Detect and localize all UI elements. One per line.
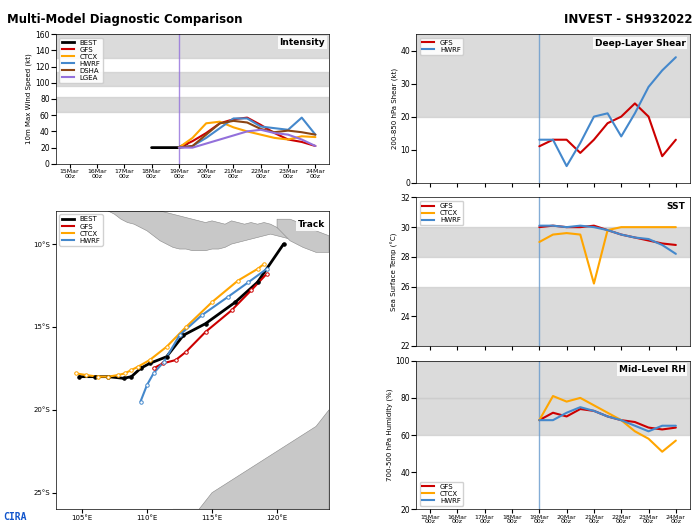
Legend: GFS, CTCX, HWRF: GFS, CTCX, HWRF	[420, 201, 463, 225]
Polygon shape	[173, 410, 329, 509]
Bar	[56, 72, 329, 86]
Text: Deep-Layer Shear: Deep-Layer Shear	[594, 38, 685, 48]
Text: Intensity: Intensity	[279, 38, 325, 47]
Bar	[56, 97, 329, 112]
Text: Multi-Model Diagnostic Comparison: Multi-Model Diagnostic Comparison	[7, 13, 242, 26]
Bar	[416, 361, 690, 398]
Text: Mid-Level RH: Mid-Level RH	[619, 365, 685, 374]
Text: SST: SST	[666, 202, 685, 211]
Legend: BEST, GFS, CTCX, HWRF: BEST, GFS, CTCX, HWRF	[60, 214, 103, 246]
Y-axis label: Sea Surface Temp (°C): Sea Surface Temp (°C)	[391, 233, 398, 311]
Legend: GFS, HWRF: GFS, HWRF	[420, 38, 463, 55]
Y-axis label: 10m Max Wind Speed (kt): 10m Max Wind Speed (kt)	[26, 54, 32, 144]
Bar	[416, 34, 690, 117]
Bar	[416, 398, 690, 435]
Y-axis label: 200-850 hPa Shear (kt): 200-850 hPa Shear (kt)	[391, 68, 398, 149]
Bar	[416, 287, 690, 346]
Text: CIRA: CIRA	[4, 512, 27, 522]
Legend: GFS, CTCX, HWRF: GFS, CTCX, HWRF	[420, 481, 463, 506]
Text: Track: Track	[298, 220, 325, 229]
Bar	[416, 227, 690, 257]
Bar	[56, 34, 329, 58]
Legend: BEST, GFS, CTCX, HWRF, DSHA, LGEA: BEST, GFS, CTCX, HWRF, DSHA, LGEA	[60, 38, 103, 83]
Polygon shape	[76, 190, 329, 251]
Polygon shape	[277, 219, 329, 253]
Text: INVEST - SH932022: INVEST - SH932022	[564, 13, 693, 26]
Y-axis label: 700-500 hPa Humidity (%): 700-500 hPa Humidity (%)	[386, 388, 393, 481]
